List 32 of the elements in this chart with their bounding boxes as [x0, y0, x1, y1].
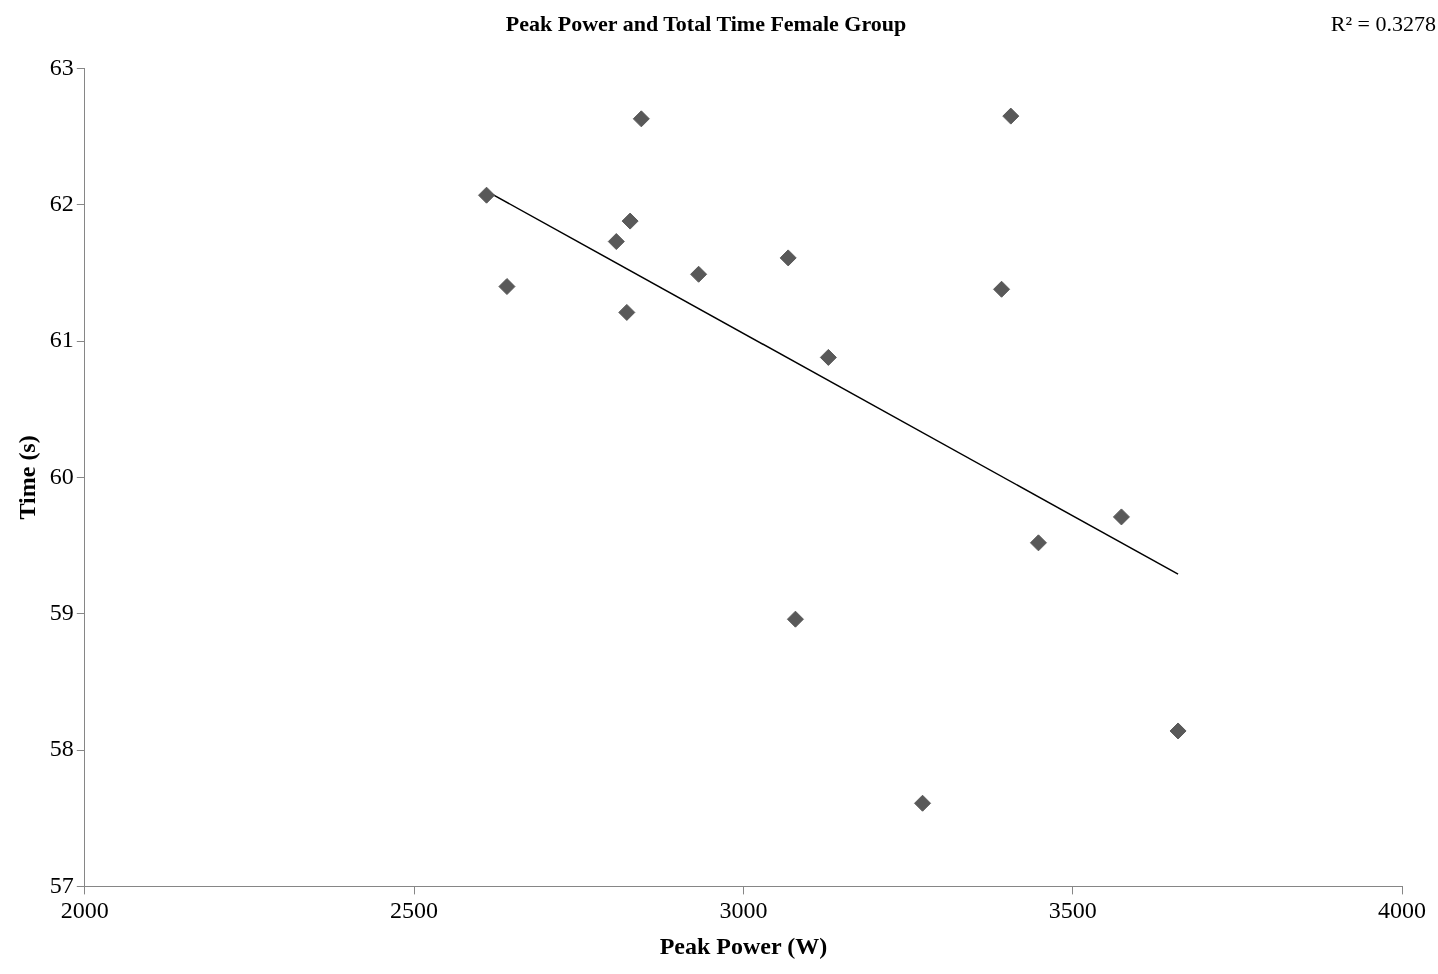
point	[618, 303, 636, 321]
text: R² = 0.3278	[1330, 10, 1436, 36]
point	[1029, 534, 1047, 552]
point	[690, 265, 708, 283]
point	[914, 794, 932, 812]
y-tick-label: 57	[49, 871, 74, 898]
point	[1169, 722, 1187, 740]
y-tick-label: 58	[49, 735, 74, 762]
y-tick-label: 60	[49, 462, 74, 489]
x-axis-title: Peak Power (W)	[659, 932, 828, 959]
y-axis-title: Time (s)	[13, 435, 40, 520]
point	[607, 233, 625, 251]
x-tick-label: 3000	[719, 897, 768, 924]
point	[478, 186, 496, 204]
x-tick-label: 4000	[1378, 897, 1426, 924]
point	[993, 280, 1011, 298]
x-tick-label: 3500	[1048, 897, 1097, 924]
x-tick-label: 2500	[390, 897, 439, 924]
point	[498, 278, 516, 296]
y-tick-label: 63	[49, 53, 74, 80]
y-tick-label: 62	[49, 190, 74, 217]
point	[819, 348, 837, 366]
y-tick-label: 59	[49, 599, 74, 626]
point	[1112, 508, 1130, 526]
point	[621, 212, 639, 230]
point	[632, 110, 650, 128]
point	[779, 249, 797, 267]
x-tick-label: 2000	[60, 897, 109, 924]
chart-title: Peak Power and Total Time Female Group	[505, 10, 907, 36]
y-tick-label: 61	[49, 326, 74, 353]
point	[786, 610, 804, 628]
point	[1002, 107, 1020, 125]
